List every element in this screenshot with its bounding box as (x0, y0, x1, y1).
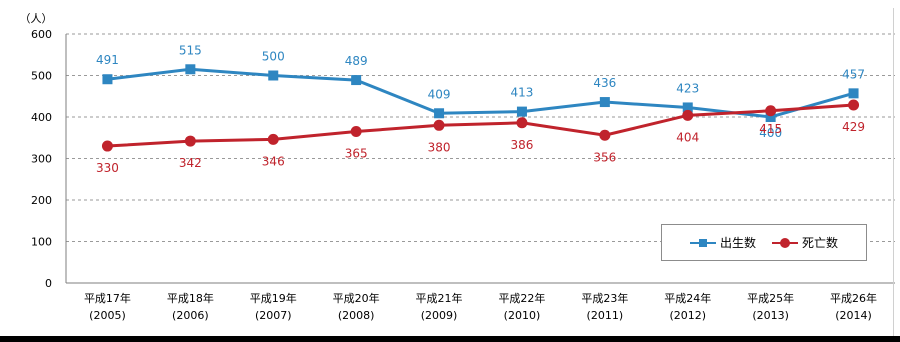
data-label-deaths: 330 (96, 161, 119, 175)
legend-label-births: 出生数 (719, 236, 756, 250)
legend-swatch-deaths (772, 237, 798, 248)
x-tick-label-era: 平成25年 (747, 291, 794, 305)
x-tick-label-year: (2008) (338, 309, 375, 322)
y-tick-label: 600 (31, 28, 52, 41)
data-label-births: 409 (428, 87, 451, 101)
x-tick-label-year: (2007) (255, 309, 292, 322)
data-label-births: 423 (676, 81, 699, 95)
y-tick-label: 500 (31, 70, 52, 83)
data-label-births: 413 (510, 86, 533, 100)
x-tick-label-year: (2012) (669, 309, 706, 322)
data-label-births: 491 (96, 53, 119, 67)
data-label-births: 457 (842, 67, 865, 81)
x-tick-label-era: 平成17年 (84, 291, 131, 305)
data-label-deaths: 415 (759, 122, 782, 136)
legend-swatch-births (689, 238, 716, 248)
series-line-deaths (107, 103, 854, 148)
data-point-deaths (516, 117, 528, 129)
data-point-births (848, 88, 859, 99)
data-label-deaths: 365 (345, 147, 368, 161)
x-tick-label-era: 平成20年 (333, 291, 380, 305)
data-point-births (185, 64, 196, 75)
data-point-deaths (848, 99, 860, 111)
x-tick-label-year: (2013) (752, 309, 789, 322)
y-tick-label: 100 (31, 236, 52, 249)
data-label-deaths: 356 (593, 150, 616, 164)
x-tick-label-year: (2014) (835, 309, 872, 322)
data-point-deaths (101, 140, 113, 152)
data-point-births (516, 106, 527, 117)
data-point-deaths (765, 105, 777, 117)
legend-label-deaths: 死亡数 (802, 236, 839, 250)
data-point-deaths (682, 109, 694, 121)
data-label-births: 515 (179, 43, 202, 57)
legend: 出生数 死亡数 (661, 224, 867, 261)
data-label-births: 500 (262, 50, 285, 64)
bottom-bar (0, 336, 900, 342)
y-tick-label: 300 (31, 153, 52, 166)
y-tick-label: 200 (31, 194, 52, 207)
y-tick-label: 400 (31, 111, 52, 124)
x-tick-label-era: 平成18年 (167, 291, 214, 305)
series-line-births (107, 67, 854, 119)
data-point-births (434, 108, 445, 119)
x-tick-label-era: 平成26年 (830, 291, 877, 305)
legend-item-deaths: 死亡数 (772, 234, 838, 251)
data-label-deaths: 429 (842, 120, 865, 134)
x-tick-label-year: (2010) (504, 309, 541, 322)
data-point-births (599, 97, 610, 108)
x-tick-label-year: (2005) (89, 309, 126, 322)
data-point-deaths (184, 135, 196, 147)
data-point-births (351, 75, 362, 86)
y-axis-unit: （人） (20, 12, 53, 25)
data-label-deaths: 346 (262, 154, 285, 168)
data-point-deaths (350, 126, 362, 138)
x-tick-label-year: (2009) (421, 309, 458, 322)
data-label-deaths: 404 (676, 130, 699, 144)
y-tick-label: 0 (45, 277, 52, 290)
data-label-deaths: 386 (510, 138, 533, 152)
x-tick-label-year: (2006) (172, 309, 209, 322)
data-point-births (682, 102, 693, 113)
x-tick-label-era: 平成24年 (664, 291, 711, 305)
data-label-deaths: 342 (179, 156, 202, 170)
data-label-births: 489 (345, 54, 368, 68)
x-tick-label-era: 平成19年 (250, 291, 297, 305)
x-tick-label-year: (2011) (587, 309, 624, 322)
x-tick-label-era: 平成22年 (498, 291, 545, 305)
data-point-births (102, 74, 113, 85)
data-point-births (268, 70, 279, 81)
data-label-deaths: 380 (428, 140, 451, 154)
x-tick-label-era: 平成23年 (581, 291, 628, 305)
frame-border (893, 8, 894, 338)
data-point-deaths (267, 133, 279, 145)
data-point-deaths (433, 119, 445, 131)
data-label-births: 400 (759, 126, 782, 140)
x-tick-label-era: 平成21年 (416, 291, 463, 305)
data-point-deaths (599, 129, 611, 141)
legend-item-births: 出生数 (689, 234, 756, 251)
data-point-births (765, 112, 776, 122)
data-label-births: 436 (593, 76, 616, 90)
